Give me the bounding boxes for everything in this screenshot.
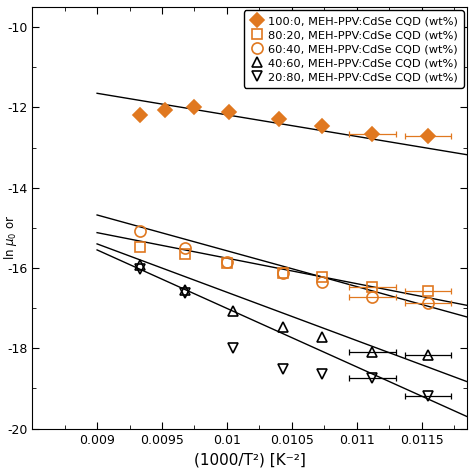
80:20, MEH-PPV:CdSe CQD (wt%) (319, 274, 325, 280)
40:60, MEH-PPV:CdSe CQD (wt%) (425, 352, 431, 358)
100:0, MEH-PPV:CdSe CQD (wt%) (276, 116, 282, 121)
Line: 40:60, MEH-PPV:CdSe CQD (wt%): 40:60, MEH-PPV:CdSe CQD (wt%) (135, 260, 433, 360)
Line: 60:40, MEH-PPV:CdSe CQD (wt%): 60:40, MEH-PPV:CdSe CQD (wt%) (134, 226, 434, 309)
20:80, MEH-PPV:CdSe CQD (wt%) (425, 393, 431, 399)
80:20, MEH-PPV:CdSe CQD (wt%) (280, 270, 285, 276)
100:0, MEH-PPV:CdSe CQD (wt%) (319, 123, 325, 129)
Text: ln $\mu_0$ or: ln $\mu_0$ or (2, 214, 19, 260)
100:0, MEH-PPV:CdSe CQD (wt%) (369, 131, 375, 137)
20:80, MEH-PPV:CdSe CQD (wt%) (369, 375, 375, 381)
20:80, MEH-PPV:CdSe CQD (wt%) (182, 290, 188, 296)
Line: 100:0, MEH-PPV:CdSe CQD (wt%): 100:0, MEH-PPV:CdSe CQD (wt%) (135, 102, 433, 141)
100:0, MEH-PPV:CdSe CQD (wt%) (227, 109, 232, 115)
60:40, MEH-PPV:CdSe CQD (wt%) (224, 259, 230, 265)
40:60, MEH-PPV:CdSe CQD (wt%) (319, 334, 325, 340)
60:40, MEH-PPV:CdSe CQD (wt%) (137, 228, 143, 234)
40:60, MEH-PPV:CdSe CQD (wt%) (182, 287, 188, 293)
60:40, MEH-PPV:CdSe CQD (wt%) (425, 301, 431, 306)
60:40, MEH-PPV:CdSe CQD (wt%) (319, 279, 325, 285)
80:20, MEH-PPV:CdSe CQD (wt%) (224, 260, 230, 265)
Legend: 100:0, MEH-PPV:CdSe CQD (wt%), 80:20, MEH-PPV:CdSe CQD (wt%), 60:40, MEH-PPV:CdS: 100:0, MEH-PPV:CdSe CQD (wt%), 80:20, ME… (244, 10, 464, 88)
Line: 20:80, MEH-PPV:CdSe CQD (wt%): 20:80, MEH-PPV:CdSe CQD (wt%) (135, 264, 433, 401)
40:60, MEH-PPV:CdSe CQD (wt%) (369, 349, 375, 355)
80:20, MEH-PPV:CdSe CQD (wt%) (137, 244, 143, 249)
20:80, MEH-PPV:CdSe CQD (wt%) (280, 366, 285, 372)
100:0, MEH-PPV:CdSe CQD (wt%) (162, 107, 167, 113)
20:80, MEH-PPV:CdSe CQD (wt%) (230, 345, 236, 350)
40:60, MEH-PPV:CdSe CQD (wt%) (230, 308, 236, 314)
100:0, MEH-PPV:CdSe CQD (wt%) (425, 133, 431, 139)
80:20, MEH-PPV:CdSe CQD (wt%) (369, 284, 375, 290)
Line: 80:20, MEH-PPV:CdSe CQD (wt%): 80:20, MEH-PPV:CdSe CQD (wt%) (135, 242, 433, 296)
40:60, MEH-PPV:CdSe CQD (wt%) (137, 262, 143, 268)
60:40, MEH-PPV:CdSe CQD (wt%) (182, 245, 188, 251)
60:40, MEH-PPV:CdSe CQD (wt%) (280, 270, 285, 276)
20:80, MEH-PPV:CdSe CQD (wt%) (137, 266, 143, 272)
20:80, MEH-PPV:CdSe CQD (wt%) (319, 372, 325, 377)
80:20, MEH-PPV:CdSe CQD (wt%) (425, 289, 431, 294)
40:60, MEH-PPV:CdSe CQD (wt%) (280, 325, 285, 330)
100:0, MEH-PPV:CdSe CQD (wt%) (191, 104, 197, 109)
60:40, MEH-PPV:CdSe CQD (wt%) (369, 294, 375, 300)
100:0, MEH-PPV:CdSe CQD (wt%) (137, 112, 143, 118)
X-axis label: (1000/T²) [K⁻²]: (1000/T²) [K⁻²] (194, 452, 306, 467)
80:20, MEH-PPV:CdSe CQD (wt%) (182, 251, 188, 257)
